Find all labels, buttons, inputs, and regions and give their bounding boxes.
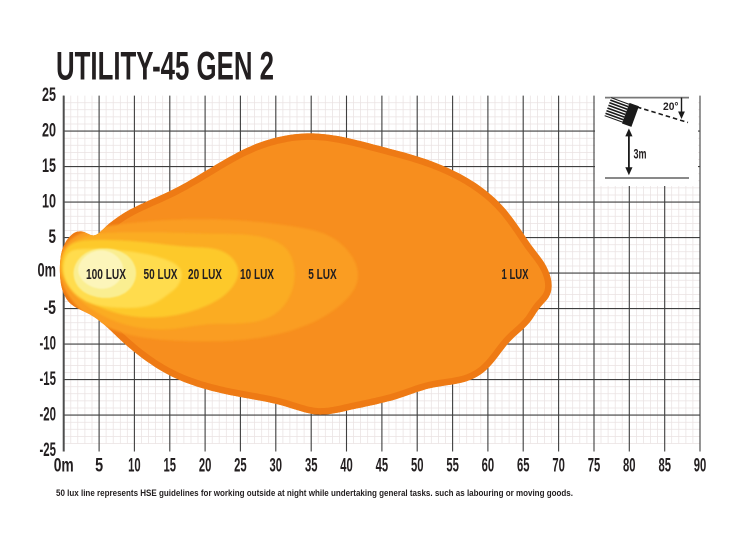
svg-text:80: 80 bbox=[623, 455, 636, 477]
svg-text:35: 35 bbox=[305, 455, 318, 477]
svg-text:60: 60 bbox=[482, 455, 495, 477]
svg-text:50 lux line represents HSE gui: 50 lux line represents HSE guidelines fo… bbox=[56, 488, 573, 499]
svg-text:20 LUX: 20 LUX bbox=[188, 267, 222, 283]
svg-text:3m: 3m bbox=[634, 146, 647, 162]
svg-text:-10: -10 bbox=[40, 334, 57, 355]
svg-text:10: 10 bbox=[42, 192, 56, 213]
svg-text:10: 10 bbox=[128, 455, 141, 477]
svg-text:20: 20 bbox=[42, 121, 56, 142]
svg-text:5: 5 bbox=[49, 227, 57, 248]
svg-text:5 LUX: 5 LUX bbox=[308, 267, 337, 283]
svg-text:20°: 20° bbox=[663, 101, 679, 113]
svg-text:90: 90 bbox=[694, 455, 707, 477]
svg-text:5: 5 bbox=[95, 455, 103, 477]
svg-text:25: 25 bbox=[234, 455, 247, 477]
svg-text:-5: -5 bbox=[44, 298, 57, 319]
svg-text:75: 75 bbox=[588, 455, 601, 477]
svg-text:20: 20 bbox=[199, 455, 212, 477]
svg-text:65: 65 bbox=[517, 455, 530, 477]
svg-text:50: 50 bbox=[411, 455, 424, 477]
svg-text:-20: -20 bbox=[40, 405, 57, 426]
svg-text:1 LUX: 1 LUX bbox=[502, 267, 529, 283]
svg-text:0m: 0m bbox=[38, 261, 57, 282]
svg-text:10 LUX: 10 LUX bbox=[240, 267, 274, 283]
svg-text:50 LUX: 50 LUX bbox=[144, 267, 178, 283]
svg-text:40: 40 bbox=[340, 455, 353, 477]
svg-text:-25: -25 bbox=[40, 440, 57, 461]
svg-text:85: 85 bbox=[658, 455, 671, 477]
svg-text:30: 30 bbox=[270, 455, 283, 477]
svg-text:70: 70 bbox=[552, 455, 565, 477]
svg-text:15: 15 bbox=[42, 156, 56, 177]
svg-text:UTILITY-45 GEN 2: UTILITY-45 GEN 2 bbox=[56, 45, 274, 89]
svg-text:15: 15 bbox=[164, 455, 177, 477]
svg-text:45: 45 bbox=[376, 455, 389, 477]
svg-text:-15: -15 bbox=[40, 369, 57, 390]
svg-text:0m: 0m bbox=[54, 455, 74, 477]
svg-text:55: 55 bbox=[446, 455, 459, 477]
svg-text:25: 25 bbox=[42, 85, 56, 106]
svg-text:100 LUX: 100 LUX bbox=[86, 267, 126, 283]
